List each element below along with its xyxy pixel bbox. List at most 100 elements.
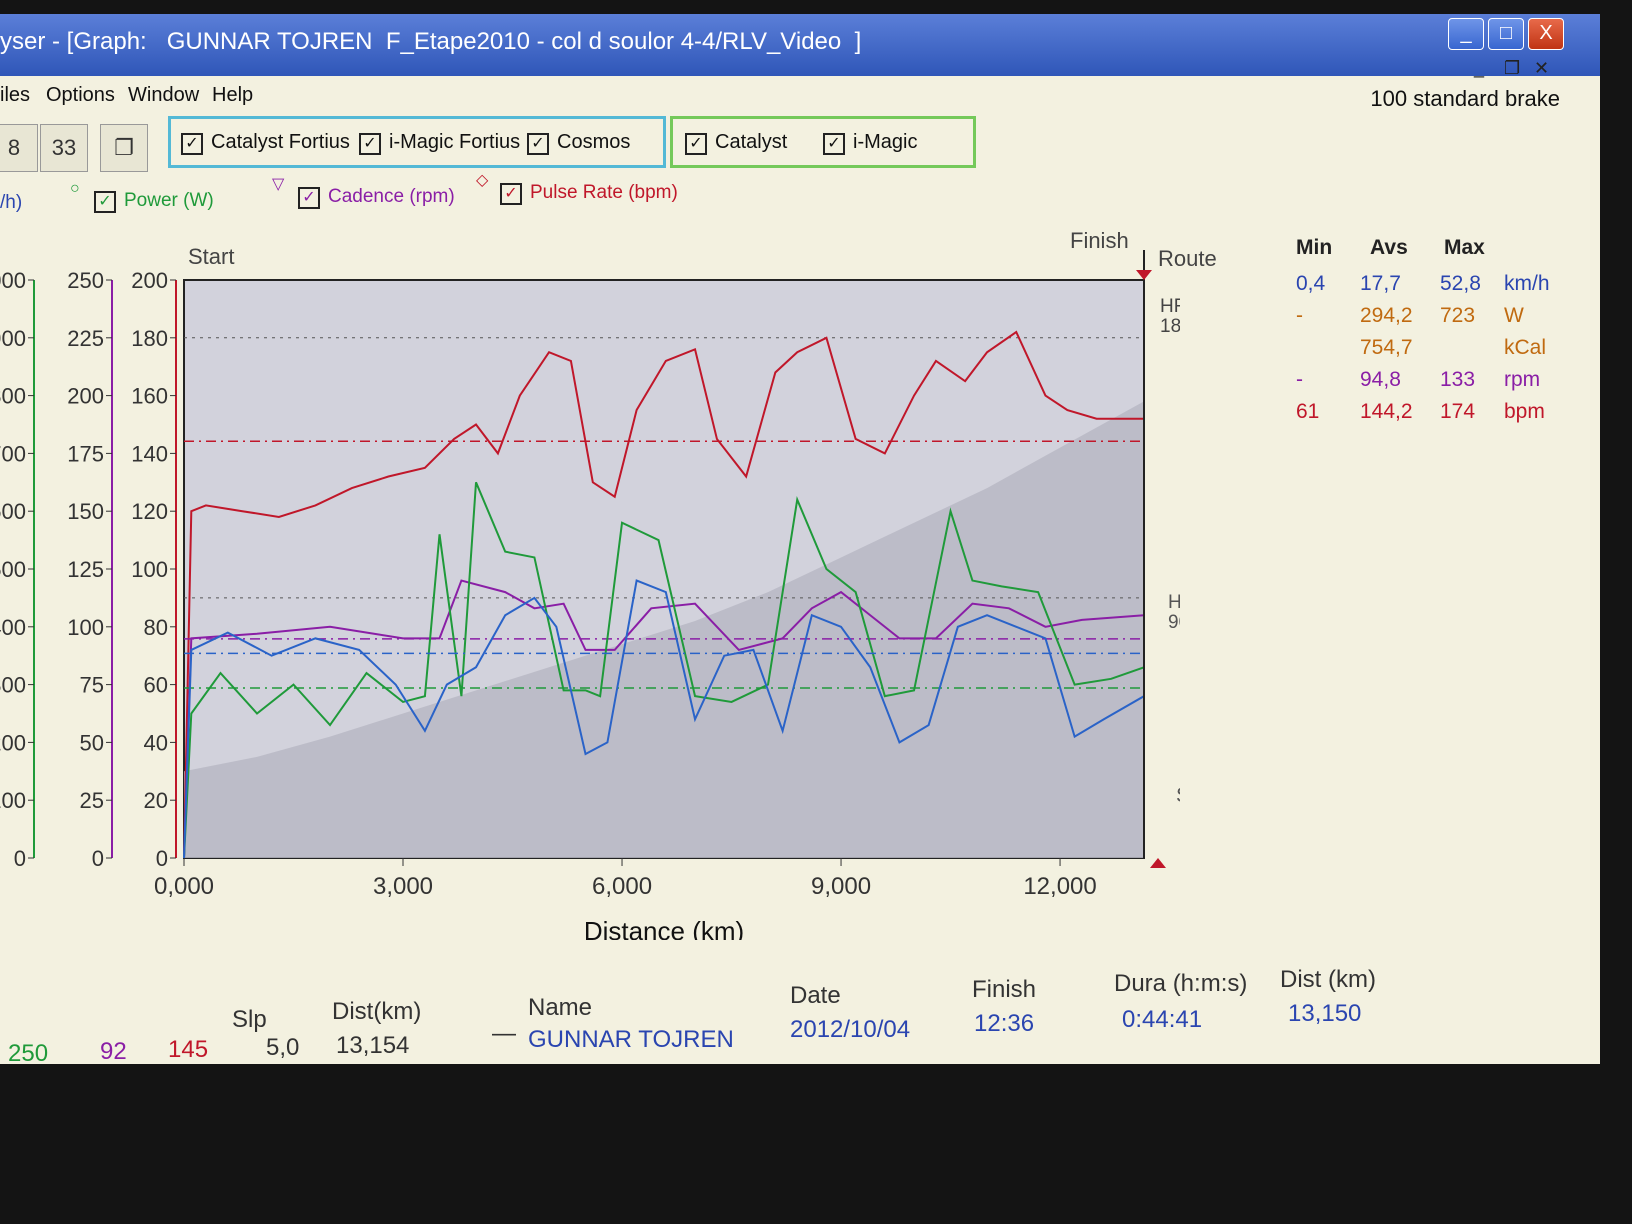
toolbar-button-windows[interactable]: ❐ [100, 124, 148, 172]
stat-avs: 144,2 [1360, 400, 1413, 423]
y-tick-label: 200 [67, 384, 104, 409]
menu-options[interactable]: Options [46, 84, 115, 106]
distance-chart[interactable]: 0100200300400500600700800900100002550751… [0, 210, 1180, 940]
mdi-minimize-button[interactable]: _ [1474, 58, 1485, 78]
x-axis-label: Distance (km) [584, 916, 744, 940]
checkbox-imagic[interactable]: ✓ i-Magic [823, 131, 917, 155]
checkbox-power[interactable]: ✓ Power (W) [94, 190, 214, 213]
stat-max: 52,8 [1440, 272, 1481, 295]
checkbox-cadence[interactable]: ✓ Cadence (rpm) [298, 186, 455, 209]
y-tick-label: 800 [0, 384, 26, 409]
close-button[interactable]: X [1528, 18, 1564, 50]
footer-date-value: 2012/10/04 [790, 1016, 911, 1043]
route-label: Route [1158, 246, 1217, 271]
slope-label: Slope [1176, 784, 1180, 807]
power-marker-icon: ○ [70, 180, 80, 197]
check-icon: ✓ [359, 133, 381, 155]
stat-min: - [1296, 304, 1303, 327]
y-tick-label: 600 [0, 499, 26, 524]
footer-duration-label: Dura (h:m:s) [1114, 970, 1248, 997]
stats-header-min: Min [1296, 236, 1333, 259]
series-line-0 [183, 330, 1144, 859]
footer-distance-value: 13,154 [336, 1032, 410, 1059]
maximize-button[interactable]: □ [1488, 18, 1524, 50]
stat-avs: 94,8 [1360, 368, 1401, 391]
y-tick-label: 75 [80, 673, 104, 698]
stat-unit: km/h [1504, 272, 1550, 295]
app-window: yser - [Graph: GUNNAR TOJREN F_Etape2010… [0, 14, 1600, 1064]
rider-line-icon: — [492, 1020, 516, 1047]
footer-slp-label: Slp [232, 1006, 267, 1033]
speed-unit-label: /h) [0, 192, 23, 213]
y-tick-label: 0 [14, 846, 26, 871]
stat-max: 133 [1440, 368, 1476, 391]
stat-unit: W [1504, 304, 1524, 327]
hr-max-value: 180 bpm [1160, 316, 1180, 337]
y-tick-label: 175 [67, 441, 104, 466]
toolbar-button-1[interactable]: 8 [0, 124, 38, 172]
finish-marker-icon [1136, 270, 1152, 280]
footer-finish-label: Finish [972, 976, 1037, 1003]
minimize-button[interactable]: _ [1448, 18, 1484, 50]
check-icon: ✓ [527, 133, 549, 155]
y-tick-label: 60 [144, 673, 168, 698]
footer-name-label: Name [528, 994, 593, 1021]
footer-finish-value: 12:36 [974, 1010, 1035, 1037]
stats-header-max: Max [1444, 236, 1485, 259]
y-tick-label: 200 [131, 268, 168, 293]
pulse-marker-icon: ◇ [476, 172, 489, 189]
checkbox-catalyst-fortius[interactable]: ✓ Catalyst Fortius [181, 131, 350, 155]
y-tick-label: 225 [67, 326, 104, 351]
menu-help[interactable]: Help [212, 84, 254, 106]
y-tick-label: 0 [156, 846, 168, 871]
footer-cadence-value: 92 [100, 1038, 127, 1064]
y-tick-label: 100 [0, 788, 26, 813]
footer-slope-value: 5,0 [266, 1034, 300, 1061]
x-tick-label: 6,000 [592, 873, 652, 900]
menu-window[interactable]: Window [128, 84, 200, 106]
footer-dist-label: Dist(km) [332, 998, 422, 1025]
y-tick-label: 500 [0, 557, 26, 582]
stat-min: - [1296, 368, 1303, 391]
title-bar[interactable]: yser - [Graph: GUNNAR TOJREN F_Etape2010… [0, 14, 1600, 76]
stat-unit: rpm [1504, 368, 1541, 391]
route-end-marker-icon [1150, 858, 1166, 868]
y-tick-label: 200 [0, 730, 26, 755]
stat-unit: kCal [1504, 336, 1547, 359]
stat-max: 174 [1440, 400, 1476, 423]
y-tick-label: 100 [67, 615, 104, 640]
y-tick-label: 125 [67, 557, 104, 582]
stat-min: 61 [1296, 400, 1320, 423]
y-tick-label: 140 [131, 441, 168, 466]
check-icon: ✓ [94, 191, 116, 213]
check-icon: ✓ [181, 133, 203, 155]
footer-power-value: 250 [8, 1040, 49, 1064]
brake-mode-label: 100 standard brake [1370, 86, 1560, 111]
toolbar-button-2[interactable]: 33 [40, 124, 88, 172]
y-tick-label: 25 [80, 788, 104, 813]
y-tick-label: 300 [0, 673, 26, 698]
checkbox-imagic-fortius[interactable]: ✓ i-Magic Fortius [359, 131, 520, 155]
check-icon: ✓ [500, 183, 522, 205]
y-tick-label: 50 [80, 730, 104, 755]
stat-max: 723 [1440, 304, 1476, 327]
menu-bar: iles Options Window Help [0, 76, 1600, 112]
stat-avs: 294,2 [1360, 304, 1413, 327]
mdi-restore-button[interactable]: ❐ [1504, 58, 1521, 78]
y-tick-label: 160 [131, 384, 168, 409]
checkbox-pulse[interactable]: ✓ Pulse Rate (bpm) [500, 182, 678, 205]
stat-avs: 754,7 [1360, 336, 1413, 359]
footer-duration-value: 0:44:41 [1122, 1006, 1203, 1033]
x-tick-label: 12,000 [1023, 873, 1096, 900]
menu-files[interactable]: iles [0, 84, 31, 106]
stat-avs: 17,7 [1360, 272, 1401, 295]
footer-dist2-value: 13,150 [1288, 1000, 1362, 1027]
y-tick-label: 250 [67, 268, 104, 293]
slope-area [184, 401, 1144, 858]
footer-rider-name[interactable]: GUNNAR TOJREN [528, 1026, 734, 1053]
mdi-close-button[interactable]: ✕ [1534, 58, 1550, 78]
checkbox-cosmos[interactable]: ✓ Cosmos [527, 131, 630, 155]
stat-min: 0,4 [1296, 272, 1326, 295]
checkbox-catalyst[interactable]: ✓ Catalyst [685, 131, 787, 155]
footer-pulse-value: 145 [168, 1036, 209, 1063]
